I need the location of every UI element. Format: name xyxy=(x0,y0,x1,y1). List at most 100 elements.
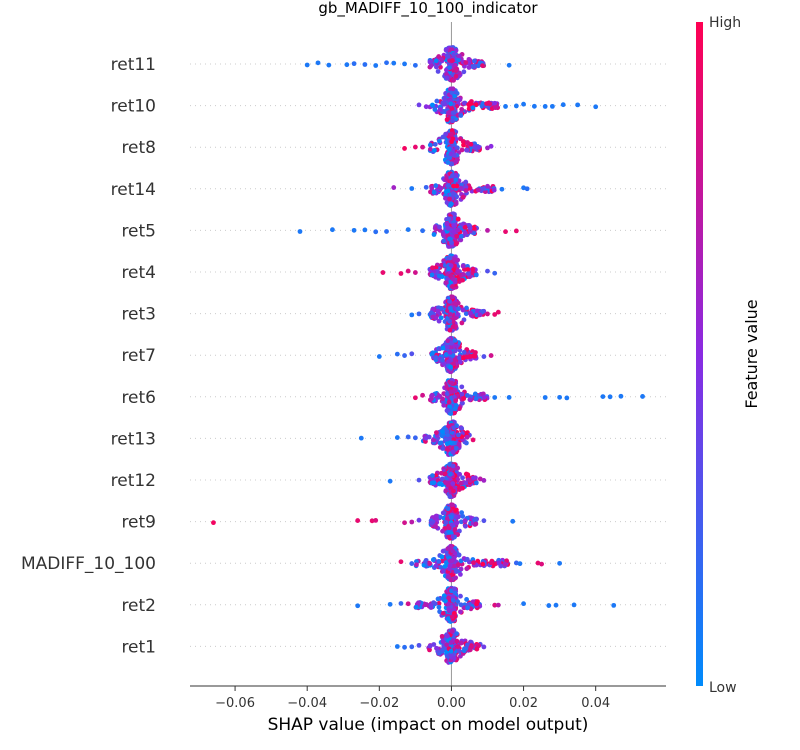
shap-point xyxy=(430,473,435,479)
shap-point xyxy=(460,475,465,481)
shap-point xyxy=(373,63,379,68)
shap-point xyxy=(458,185,464,191)
shap-point xyxy=(454,233,460,239)
shap-point xyxy=(448,544,454,550)
shap-point xyxy=(444,428,450,434)
shap-point xyxy=(453,508,459,513)
shap-point xyxy=(450,558,455,563)
shap-point xyxy=(447,312,453,317)
shap-point xyxy=(427,142,433,148)
shap-point xyxy=(449,139,454,145)
shap-point xyxy=(429,185,435,191)
shap-point xyxy=(465,267,471,272)
shap-point xyxy=(420,392,425,398)
shap-point xyxy=(485,268,490,274)
shap-point xyxy=(502,561,508,567)
shap-point xyxy=(439,633,445,639)
shap-point xyxy=(457,359,463,365)
shap-point xyxy=(463,188,469,193)
shap-point xyxy=(453,159,459,165)
shap-point xyxy=(439,274,445,280)
shap-point xyxy=(488,143,494,149)
shap-point xyxy=(452,586,457,592)
shap-point xyxy=(481,644,487,650)
shap-point xyxy=(438,64,443,70)
shap-point xyxy=(450,598,456,603)
colorbar-high-label: High xyxy=(709,15,741,31)
shap-point xyxy=(450,446,456,451)
shap-point xyxy=(466,56,472,62)
shap-point xyxy=(499,186,505,192)
shap-point xyxy=(459,391,465,397)
shap-point xyxy=(457,355,462,361)
shap-point xyxy=(480,308,485,314)
shap-point xyxy=(449,90,455,96)
shap-point xyxy=(449,161,455,167)
shap-point xyxy=(495,309,501,315)
shap-point xyxy=(431,480,437,486)
shap-point xyxy=(485,228,490,233)
shap-point xyxy=(451,488,456,494)
shap-point xyxy=(492,395,498,400)
shap-point xyxy=(474,646,480,652)
shap-point xyxy=(447,563,453,568)
feature-label: ret2 xyxy=(121,596,156,616)
colorbar-low-label: Low xyxy=(709,680,737,696)
shap-point xyxy=(211,520,216,526)
shap-point xyxy=(440,510,446,516)
shap-point xyxy=(431,232,437,237)
shap-point xyxy=(451,425,457,431)
shap-point xyxy=(503,229,508,235)
shap-point xyxy=(427,146,433,152)
chart-title: gb_MADIFF_10_100_indicator xyxy=(318,0,538,18)
shap-point xyxy=(450,284,455,289)
shap-point xyxy=(464,147,470,153)
shap-point xyxy=(355,518,361,523)
shap-point xyxy=(470,353,476,359)
shap-point xyxy=(453,201,459,207)
shap-point xyxy=(470,266,476,272)
shap-point xyxy=(440,446,446,451)
shap-point xyxy=(409,519,415,525)
shap-point xyxy=(461,396,467,401)
shap-point xyxy=(575,102,581,108)
shap-point xyxy=(439,470,444,476)
shap-point xyxy=(451,563,457,569)
shap-point xyxy=(453,73,459,79)
shap-point xyxy=(445,516,451,522)
shap-point xyxy=(449,502,455,508)
shap-point xyxy=(461,349,467,355)
shap-point xyxy=(492,100,498,106)
feature-label: ret3 xyxy=(121,305,156,325)
shap-point xyxy=(447,318,453,324)
shap-point xyxy=(450,58,455,63)
shap-point xyxy=(459,320,465,326)
shap-point xyxy=(402,520,407,526)
shap-point xyxy=(457,471,463,477)
shap-point xyxy=(430,265,435,271)
shap-point xyxy=(447,155,453,161)
shap-point xyxy=(475,187,481,193)
shap-point xyxy=(442,96,448,102)
shap-point xyxy=(440,396,445,402)
shap-point xyxy=(450,324,456,330)
shap-point xyxy=(468,310,473,316)
shap-point xyxy=(465,642,470,648)
shap-point xyxy=(473,350,478,355)
shap-point xyxy=(444,117,450,122)
shap-point xyxy=(481,477,487,483)
shap-point xyxy=(465,605,470,611)
shap-point xyxy=(434,98,440,104)
shap-point xyxy=(476,145,482,150)
shap-point xyxy=(445,447,451,452)
x-tick-label: 0.04 xyxy=(581,696,610,711)
shap-point xyxy=(460,277,465,283)
shap-point xyxy=(445,407,451,413)
shap-point xyxy=(423,435,429,441)
shap-point xyxy=(412,435,418,441)
shap-point xyxy=(618,393,624,399)
shap-point xyxy=(460,263,466,269)
feature-label: MADIFF_10_100 xyxy=(21,554,156,574)
shap-point xyxy=(452,338,458,343)
shap-point xyxy=(428,310,434,316)
